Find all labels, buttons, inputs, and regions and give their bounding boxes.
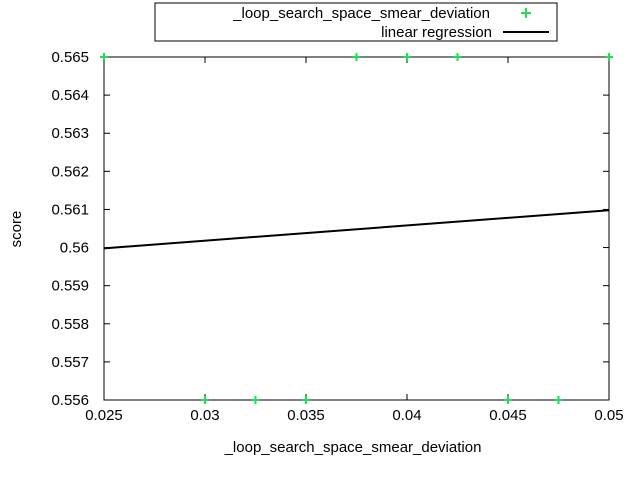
data-point	[251, 396, 260, 404]
y-tick-label: 0.557	[51, 354, 89, 371]
points-layer	[100, 53, 613, 404]
regression-layer	[103, 209, 610, 250]
x-axis-label: _loop_search_space_smear_deviation	[224, 439, 482, 456]
data-point	[100, 53, 108, 61]
x-tick-label: 0.045	[489, 407, 527, 424]
data-point	[554, 396, 563, 404]
y-axis-label: score	[8, 211, 25, 248]
legend-label-regression: linear regression	[381, 24, 492, 41]
y-axis-ticks: 0.565 0.564 0.563 0.562 0.561 0.56 0.559 0.558 0…	[51, 49, 609, 409]
data-point	[352, 53, 361, 61]
legend: _loop_search_space_smear_deviation linea…	[154, 2, 558, 42]
y-tick-label: 0.563	[51, 125, 89, 142]
y-tick-label: 0.565	[51, 49, 89, 66]
y-tick-label: 0.561	[51, 201, 89, 218]
y-tick-label: 0.556	[51, 392, 89, 409]
data-point	[504, 396, 512, 404]
x-tick-label: 0.03	[190, 407, 219, 424]
x-tick-label: 0.035	[287, 407, 325, 424]
data-point	[605, 53, 613, 61]
y-tick-label: 0.56	[60, 240, 89, 257]
x-axis-ticks: 0.025 0.03 0.035 0.04 0.045 0.05	[85, 57, 624, 424]
legend-label-points: _loop_search_space_smear_deviation	[232, 5, 490, 22]
data-point	[302, 396, 310, 404]
legend-plus-marker	[521, 8, 531, 18]
data-point	[403, 53, 411, 61]
regression-line	[103, 209, 610, 250]
data-point	[201, 396, 209, 404]
y-tick-label: 0.559	[51, 278, 89, 295]
y-tick-label: 0.564	[51, 87, 89, 104]
x-tick-label: 0.04	[392, 407, 421, 424]
x-tick-label: 0.05	[594, 407, 623, 424]
x-tick-label: 0.025	[85, 407, 123, 424]
legend-box	[154, 2, 558, 42]
y-tick-label: 0.558	[51, 316, 89, 333]
y-tick-label: 0.562	[51, 163, 89, 180]
data-point	[453, 53, 462, 61]
